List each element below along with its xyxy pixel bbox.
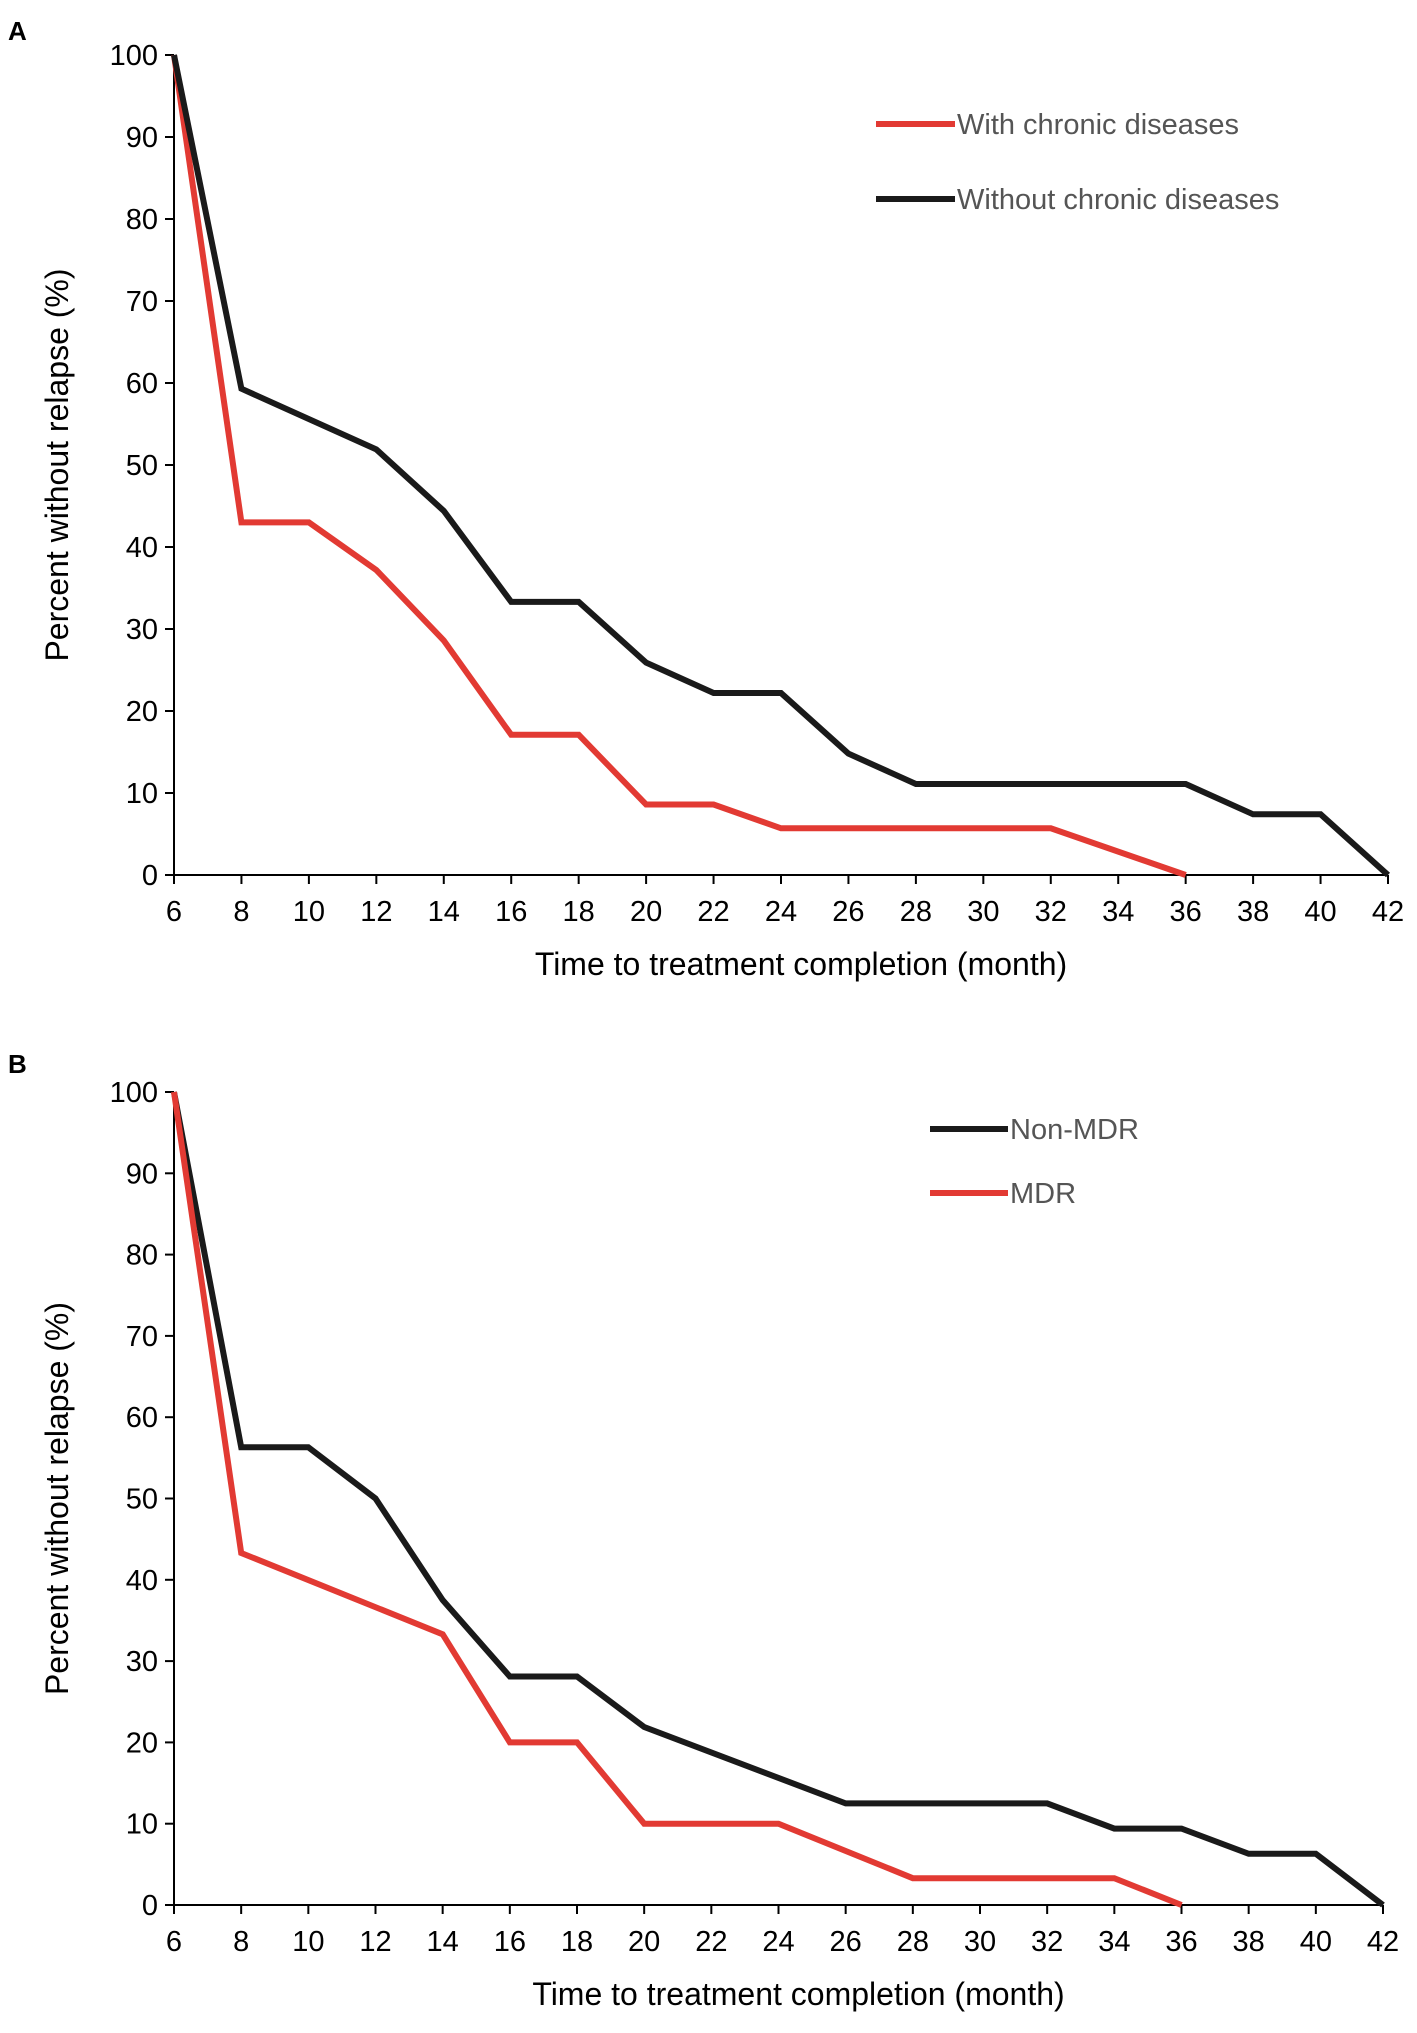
x-tick-label: 10	[293, 896, 325, 928]
x-tick-label: 8	[233, 1926, 249, 1958]
x-tick-label: 24	[765, 896, 797, 928]
x-tick-label: 38	[1237, 896, 1269, 928]
legend-label: Non-MDR	[1010, 1114, 1139, 1146]
y-tick-label: 90	[126, 1158, 158, 1190]
x-tick-label: 42	[1367, 1926, 1399, 1958]
y-tick-label: 80	[126, 204, 158, 236]
x-tick-label: 30	[964, 1926, 996, 1958]
y-tick-label: 70	[126, 1321, 158, 1353]
x-tick-label: 6	[166, 1926, 182, 1958]
y-tick-label: 70	[126, 286, 158, 318]
x-tick-label: 6	[166, 896, 182, 928]
x-tick-label: 40	[1304, 896, 1336, 928]
series-line-with-chronic-diseases	[171, 54, 1187, 878]
y-tick-label: 20	[126, 1727, 158, 1759]
x-tick-label: 20	[628, 1926, 660, 1958]
x-tick-label: 26	[830, 1926, 862, 1958]
x-tick-label: 16	[494, 1926, 526, 1958]
y-tick-label: 20	[126, 696, 158, 728]
y-axis-title: Percent without relapse (%)	[39, 1302, 75, 1695]
x-tick-label: 22	[695, 1926, 727, 1958]
y-tick-label: 10	[126, 778, 158, 810]
series-line-mdr	[171, 1091, 1183, 1908]
panel-letter: B	[8, 1049, 27, 1079]
panel-b: B 0 10 20 30 40 50 60 70 80 90 100 6 8 10 12 14 16 18 20 22 2…	[8, 1049, 1399, 2012]
legend-label: MDR	[1010, 1178, 1076, 1210]
y-tick-label: 50	[126, 1484, 158, 1516]
x-tick-label: 8	[233, 896, 249, 928]
x-tick-label: 36	[1165, 1926, 1197, 1958]
x-tick-label: 14	[427, 1926, 459, 1958]
y-tick-label: 0	[142, 860, 158, 892]
x-tick-label: 12	[359, 1926, 391, 1958]
x-tick-label: 32	[1035, 896, 1067, 928]
x-tick-label: 40	[1300, 1926, 1332, 1958]
y-tick-label: 80	[126, 1240, 158, 1272]
y-tick-label: 60	[126, 1402, 158, 1434]
y-tick-label: 30	[126, 1646, 158, 1678]
y-axis-title: Percent without relapse (%)	[39, 268, 75, 661]
y-tick-label: 90	[126, 122, 158, 154]
x-axis-title: Time to treatment completion (month)	[532, 1976, 1064, 2012]
x-tick-label: 42	[1372, 896, 1404, 928]
x-tick-label: 24	[762, 1926, 794, 1958]
series-line-without-chronic-diseases	[171, 54, 1391, 878]
panel-a: A 0 10 20 30 40 50 60 70 80 90 100 6 8 10 12 14 16 18 20 22 2…	[8, 16, 1404, 982]
panel-letter: A	[8, 16, 27, 46]
x-tick-label: 16	[495, 896, 527, 928]
x-axis-title: Time to treatment completion (month)	[535, 946, 1067, 982]
y-tick-label: 40	[126, 1565, 158, 1597]
x-tick-label: 14	[428, 896, 460, 928]
y-tick-label: 10	[126, 1809, 158, 1841]
legend-label: With chronic diseases	[957, 109, 1239, 141]
x-tick-label: 34	[1098, 1926, 1130, 1958]
x-tick-label: 18	[563, 896, 595, 928]
x-tick-label: 28	[897, 1926, 929, 1958]
y-tick-label: 100	[110, 40, 158, 72]
y-tick-label: 50	[126, 450, 158, 482]
y-tick-label: 100	[110, 1077, 158, 1109]
x-tick-label: 26	[832, 896, 864, 928]
x-tick-label: 32	[1031, 1926, 1063, 1958]
x-tick-label: 10	[292, 1926, 324, 1958]
x-tick-label: 38	[1233, 1926, 1265, 1958]
y-tick-label: 30	[126, 614, 158, 646]
y-tick-label: 40	[126, 532, 158, 564]
series-line-non-mdr	[171, 1091, 1385, 1908]
x-tick-label: 12	[360, 896, 392, 928]
x-tick-label: 18	[561, 1926, 593, 1958]
x-tick-label: 28	[900, 896, 932, 928]
y-tick-label: 60	[126, 368, 158, 400]
x-tick-label: 34	[1102, 896, 1134, 928]
x-tick-label: 20	[630, 896, 662, 928]
x-tick-label: 22	[697, 896, 729, 928]
y-tick-label: 0	[142, 1890, 158, 1922]
legend-label: Without chronic diseases	[957, 184, 1279, 216]
x-tick-label: 30	[967, 896, 999, 928]
x-tick-label: 36	[1170, 896, 1202, 928]
